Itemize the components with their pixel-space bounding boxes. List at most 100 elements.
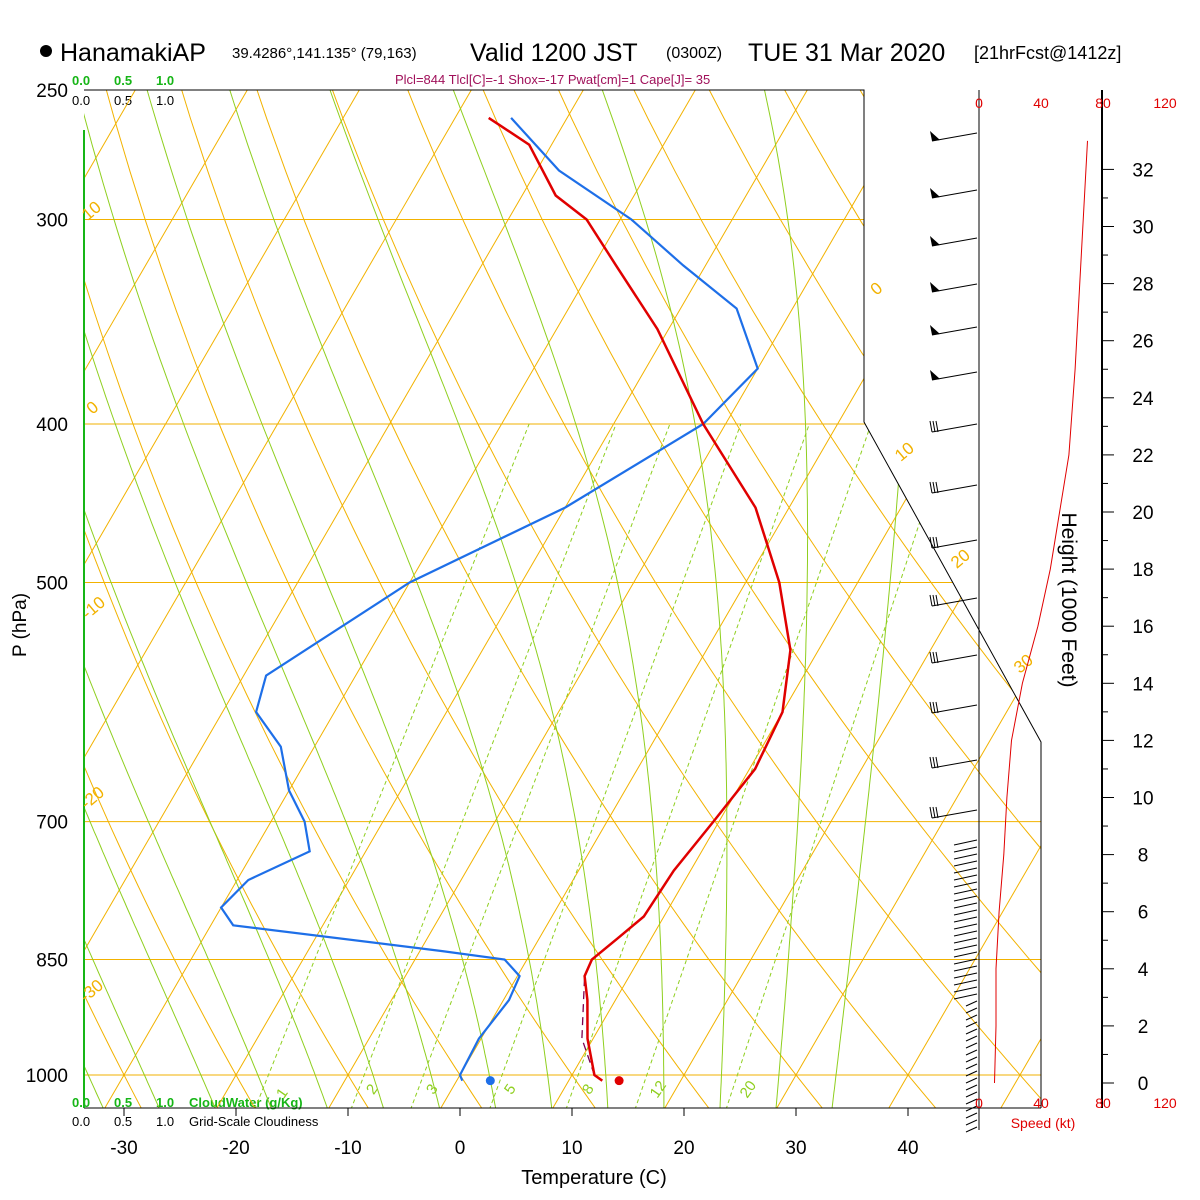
- dry-adiabat-label: 0: [867, 278, 886, 299]
- height-tick-label: 2: [1138, 1017, 1149, 1038]
- dry-adiabat-line: [395, 90, 1041, 1108]
- wind-barb-low: [953, 839, 978, 846]
- axes: -30 -20 -10 0 10 20 30 402503004005007008501000…: [26, 81, 1154, 1159]
- wind-feather: [932, 701, 936, 714]
- wind-feather: [935, 594, 939, 607]
- y-axis-title: P (hPa): [10, 593, 31, 657]
- pressure-tick-label: 1000: [26, 1066, 68, 1087]
- isotherm-line: [84, 90, 489, 1108]
- wind-feather: [929, 481, 933, 494]
- moist-adiabat-line: [138, 90, 497, 1108]
- wind-barb: [931, 597, 978, 607]
- pressure-tick-label: 500: [36, 574, 68, 595]
- height-tick-label: 30: [1132, 218, 1153, 239]
- dry-adiabat-line: [84, 90, 370, 1108]
- height-tick-label: 0: [1138, 1074, 1149, 1095]
- wind-pennant: [930, 370, 940, 380]
- wind-barb-low: [965, 1021, 978, 1028]
- moist-adiabat-line: [84, 90, 385, 1108]
- isotherm-line: [84, 90, 377, 1108]
- isotherm-line: [327, 90, 937, 1108]
- speed-tick-bottom: 80: [1095, 1095, 1111, 1111]
- valid-utc: (0300Z): [666, 45, 722, 62]
- isotherm-line: [439, 90, 1041, 1108]
- moist-adiabat-line: [831, 90, 913, 1108]
- speed-scale: 0 40 80 120 0 40 80 120 Speed (kt): [975, 95, 1177, 1131]
- wind-feather: [929, 651, 933, 664]
- cloudiness-bottom-tick: 0.0: [72, 1114, 90, 1129]
- height-tick-label: 8: [1138, 846, 1149, 867]
- x-axis-title: Temperature (C): [521, 1167, 667, 1189]
- wind-barb: [931, 423, 978, 433]
- wind-barb: [931, 704, 978, 714]
- wind-barb-low: [965, 1112, 978, 1119]
- dry-adiabat-label: 0: [83, 397, 102, 418]
- pressure-tick-label: 850: [36, 951, 68, 972]
- wind-barb-low: [965, 1028, 978, 1035]
- wind-barb-low: [953, 881, 978, 888]
- wind-barb-low: [953, 958, 978, 965]
- speed-tick-bottom: 120: [1153, 1095, 1177, 1111]
- y2-axis-title: Height (1000 Feet): [1057, 512, 1080, 687]
- x-tick-label: 0: [455, 1138, 466, 1159]
- mixing-ratio-label: 5: [501, 1081, 520, 1098]
- wind-barb-low: [953, 930, 978, 937]
- wind-barb: [931, 759, 978, 769]
- isotherm-line: [84, 90, 265, 1108]
- moist-adiabat-line: [220, 90, 553, 1108]
- wind-barb: [931, 654, 978, 664]
- wind-barb-low: [965, 1098, 978, 1105]
- dry-adiabat-label: 10: [78, 197, 105, 224]
- wind-barb: [931, 484, 978, 494]
- wind-barb-low: [953, 979, 978, 986]
- cloud-bottom-tick: 1.0: [156, 1095, 174, 1110]
- wind-barb-low: [953, 853, 978, 860]
- speed-scale-label: Speed (kt): [1011, 1115, 1076, 1131]
- cloud-scale: 0.0 0.5 1.0 0.0 0.5 1.0 0.0 0.5 1.0 Clou…: [72, 73, 319, 1129]
- wind-barb-low: [965, 1056, 978, 1063]
- wind-barbs: [929, 90, 980, 1133]
- wind-barb-low: [965, 1042, 978, 1049]
- wind-feather: [932, 756, 936, 769]
- wind-barb-low: [965, 1014, 978, 1021]
- height-tick-label: 24: [1132, 389, 1154, 410]
- wind-barb-low: [953, 888, 978, 895]
- valid-time: Valid 1200 JST: [470, 39, 638, 67]
- isotherm-line: [84, 90, 153, 1108]
- isotherm-line: [103, 90, 713, 1108]
- valid-date: TUE 31 Mar 2020: [748, 39, 945, 67]
- height-tick-label: 10: [1132, 789, 1153, 810]
- wind-pennant: [930, 236, 940, 246]
- parcel-params: Plcl=844 Tlcl[C]=-1 Shox=-17 Pwat[cm]=1 …: [395, 72, 710, 87]
- dry-adiabat-line: [470, 90, 1041, 1108]
- x-tick-label: 10: [561, 1138, 582, 1159]
- pressure-tick-label: 300: [36, 211, 68, 232]
- moist-adiabat-line: [591, 90, 728, 1108]
- wind-speed-line: [994, 140, 1088, 1084]
- dry-adiabat-line: [544, 90, 1041, 1108]
- dry-adiabat-line: [619, 90, 1041, 1108]
- height-tick-label: 4: [1138, 960, 1149, 981]
- station-name: HanamakiAP: [60, 39, 206, 67]
- wind-feather: [929, 420, 933, 433]
- height-tick-label: 22: [1132, 446, 1153, 467]
- mixing-ratio-line: [725, 423, 953, 1108]
- wind-barb-low: [965, 1035, 978, 1042]
- cloudiness-label: Grid-Scale Cloudiness: [189, 1114, 319, 1129]
- wind-barb-low: [953, 944, 978, 951]
- height-tick-label: 14: [1132, 674, 1154, 695]
- wind-barb-low: [953, 951, 978, 958]
- background-grid: [84, 90, 1041, 1108]
- speed-tick-top: 120: [1153, 95, 1177, 111]
- dewpoint-line: [219, 117, 759, 1082]
- wind-pennant: [930, 325, 940, 335]
- dry-adiabat-line: [84, 90, 257, 1108]
- x-tick-label: -30: [110, 1138, 137, 1159]
- wind-barb-low: [953, 972, 978, 979]
- cloud-top-tick: 0.0: [72, 73, 90, 88]
- forecast-info: [21hrFcst@1412z]: [974, 43, 1121, 63]
- speed-tick-top: 80: [1095, 95, 1111, 111]
- dry-adiabat-label: -20: [77, 783, 108, 813]
- cloudiness-bottom-tick: 1.0: [156, 1114, 174, 1129]
- height-tick-label: 32: [1132, 160, 1153, 181]
